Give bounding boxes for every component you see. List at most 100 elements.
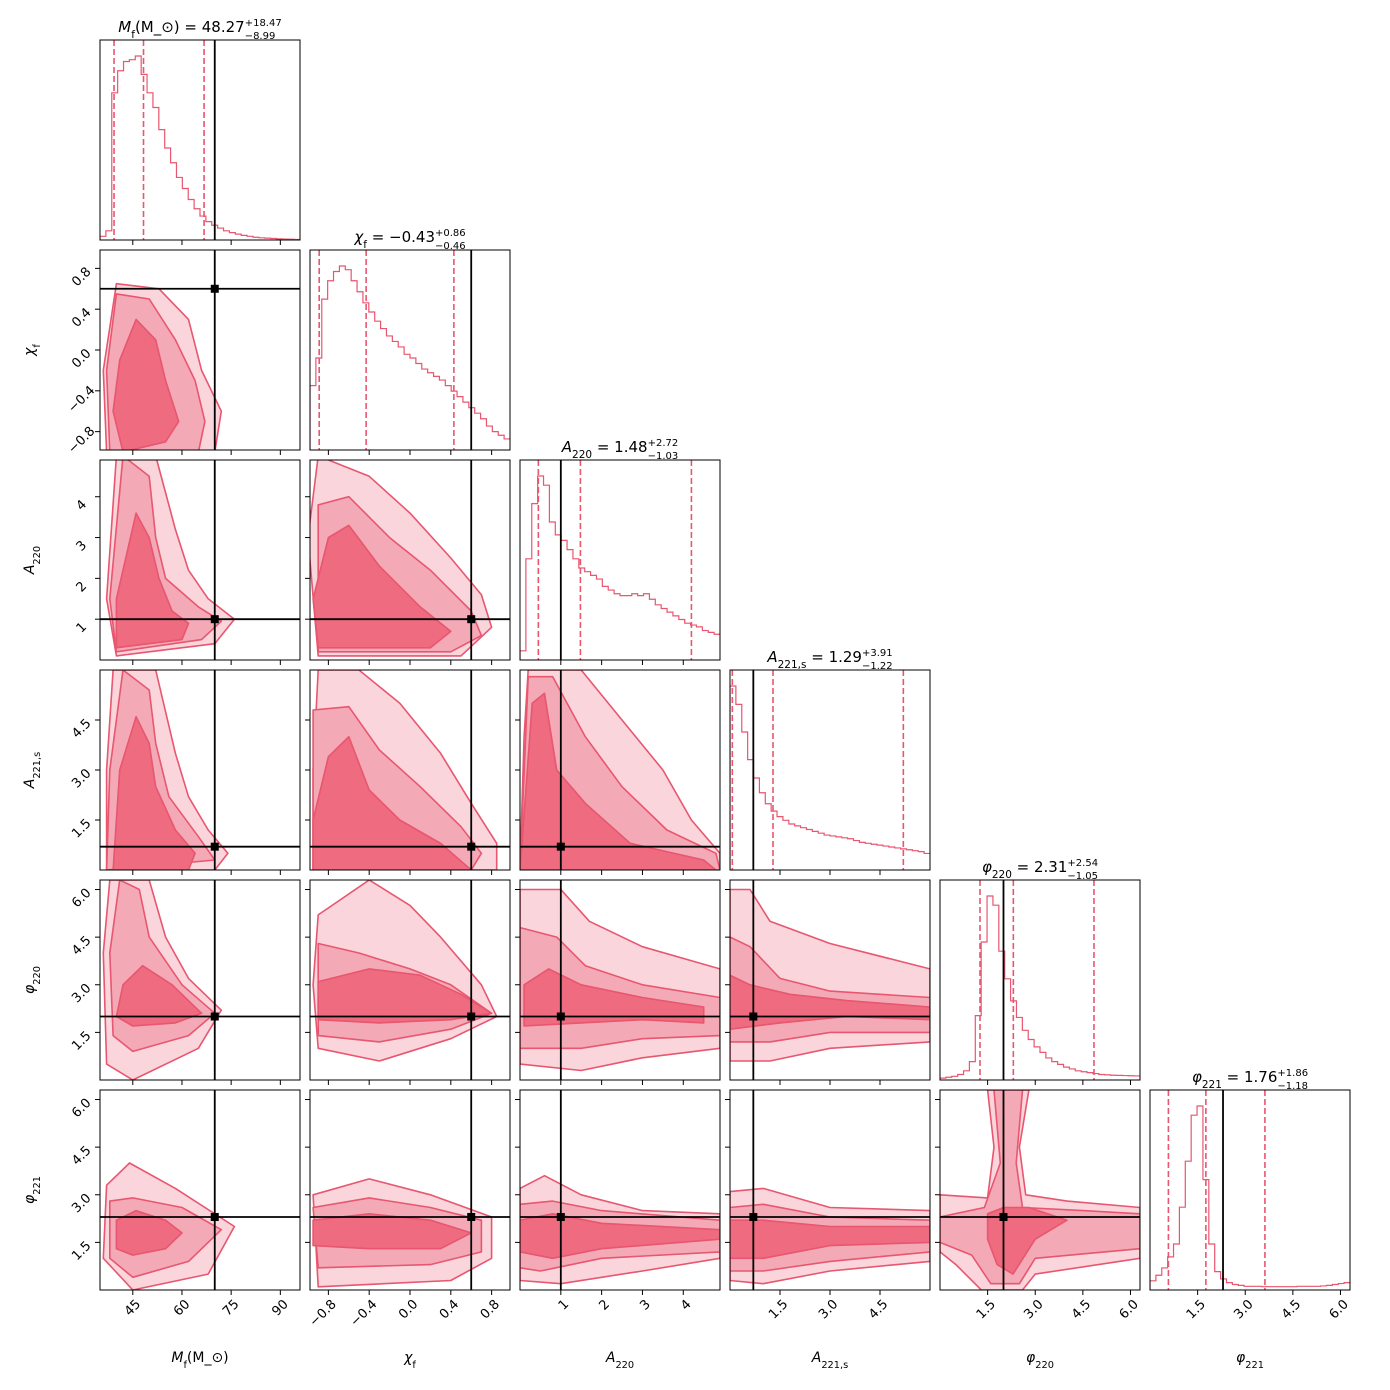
y-axis-label-a220: A220 (22, 546, 43, 575)
contour-inner (115, 512, 190, 649)
panel-a221s-vs-m-f: 1.5 3.0 4.5 (69, 669, 301, 875)
panel-frame (309, 249, 511, 451)
panel-frame (729, 669, 931, 871)
title-err-minus: −8.99 (245, 31, 276, 42)
contour-inner (523, 968, 705, 1027)
truth-marker (749, 1012, 758, 1021)
panel-frame (1149, 1089, 1351, 1291)
histogram-phi220 (940, 895, 1140, 1080)
truth-marker (467, 842, 476, 851)
x-axis-label-phi221: φ221 (1236, 1350, 1264, 1371)
truth-marker (210, 1012, 219, 1021)
contour-inner (520, 692, 717, 870)
panel-a220-vs-chi-f (305, 459, 511, 665)
y-tick-label: −0.4 (65, 383, 98, 416)
x-axis-label-phi220: φ220 (1026, 1350, 1054, 1371)
title-err-minus: −1.03 (648, 451, 679, 462)
truth-marker (210, 615, 219, 624)
panel-frame (99, 459, 301, 661)
x-tick-label: 2 (596, 1297, 612, 1313)
x-tick-label: 0.8 (478, 1297, 503, 1322)
y-tick-label: −0.8 (65, 424, 98, 457)
truth-marker (556, 842, 565, 851)
contour-inner (115, 964, 203, 1027)
contour-inner (317, 968, 493, 1024)
x-tick-label: 60 (171, 1297, 193, 1319)
contour-inner (115, 1209, 183, 1256)
x-tick-label: 6.0 (1327, 1297, 1352, 1322)
y-tick-label: 2 (74, 579, 90, 595)
panel-frame (519, 459, 721, 661)
x-tick-label: 0.0 (396, 1297, 421, 1322)
x-tick-label: 0.4 (437, 1297, 462, 1322)
panel-a220-vs-m-f: 1 2 3 4 (74, 459, 301, 665)
panel-frame (519, 879, 721, 1081)
panel-a221s-vs-chi-f (305, 669, 511, 875)
contour-inner (312, 524, 452, 649)
x-tick-label: 4.5 (1279, 1297, 1304, 1322)
title-err-minus: −0.46 (435, 241, 466, 252)
y-tick-label: 4 (74, 497, 90, 513)
y-tick-label: 4.5 (69, 933, 94, 958)
truth-marker (999, 1212, 1008, 1221)
panel-chi-f-vs-m-f: −0.8 −0.4 0.0 0.4 0.8 (65, 249, 301, 457)
x-tick-label: 1.5 (766, 1297, 791, 1322)
panel-frame (939, 1089, 1141, 1291)
y-tick-label: 3.0 (69, 981, 94, 1006)
panel-phi221-vs-chi-f: −0.8 −0.4 0.0 0.4 0.8 (305, 1089, 511, 1330)
panel-phi220-vs-a220 (515, 879, 721, 1085)
y-tick-label: 1.5 (69, 1239, 94, 1264)
truth-marker (467, 615, 476, 624)
y-tick-label: 0.0 (69, 346, 94, 371)
panel-frame (99, 1089, 301, 1291)
panel-phi220-vs-a221s (725, 879, 931, 1085)
title-err-minus: −1.05 (1067, 871, 1098, 882)
truth-marker (556, 1012, 565, 1021)
x-tick-label: 6.0 (1117, 1297, 1142, 1322)
histogram-a220 (520, 475, 720, 660)
title-a220: A220 = 1.48+2.72 (561, 438, 678, 461)
panel-phi220-vs-phi220 (939, 879, 1141, 1085)
x-axis-label-m-f: Mf(M_⊙) (171, 1350, 228, 1371)
contour-inner (112, 318, 180, 450)
y-tick-label: 6.0 (69, 1096, 94, 1121)
x-tick-label: 1.5 (974, 1297, 999, 1322)
x-tick-label: 4.5 (1069, 1297, 1094, 1322)
title-err-minus: −1.18 (1277, 1081, 1308, 1092)
contour-inner (312, 735, 472, 870)
y-axis-label-phi220: φ220 (22, 966, 43, 994)
panel-a221s-vs-a221s (729, 669, 931, 875)
x-axis-label-a221s: A221,s (811, 1350, 849, 1371)
title-a221s: A221,s = 1.29+3.91 (766, 648, 892, 671)
y-tick-label: 1 (74, 620, 90, 636)
truth-marker (467, 1012, 476, 1021)
panel-a220-vs-a220 (519, 459, 721, 665)
panel-frame (99, 39, 301, 241)
panel-phi221-vs-phi221: 1.5 3.0 4.5 6.0 (1149, 1089, 1352, 1322)
title-m-f: Mf(M_⊙) = 48.27+18.47 (118, 18, 281, 41)
title-phi221: φ221 = 1.76+1.86 (1192, 1068, 1308, 1091)
title-err-minus: −1.22 (862, 661, 893, 672)
panel-phi220-vs-m-f: 1.5 3.0 4.5 6.0 (69, 879, 301, 1085)
panel-frame (99, 879, 301, 1081)
title-phi220: φ220 = 2.31+2.54 (982, 858, 1098, 881)
x-tick-label: −0.8 (307, 1297, 340, 1330)
x-axis-label-chi-f: χf (403, 1350, 416, 1371)
truth-marker (467, 1212, 476, 1221)
panel-phi220-vs-chi-f (305, 879, 511, 1085)
histogram-chi-f (310, 265, 510, 450)
y-axis-label-a221s: A221,s (22, 752, 43, 790)
x-tick-label: 3.0 (1021, 1297, 1046, 1322)
contour-inner (986, 1206, 1068, 1275)
truth-marker (556, 1212, 565, 1221)
x-tick-label: 75 (220, 1297, 242, 1319)
panel-frame (519, 1089, 721, 1291)
histogram-phi221 (1150, 1105, 1350, 1290)
x-tick-label: 4.5 (866, 1297, 891, 1322)
panel-phi221-vs-phi220: 1.5 3.0 4.5 6.0 (935, 1089, 1142, 1322)
y-tick-label: 0.8 (69, 265, 94, 290)
x-tick-label: 3.0 (1231, 1297, 1256, 1322)
contour-middle (109, 880, 216, 1053)
x-tick-label: 3.0 (816, 1297, 841, 1322)
histogram-m-f (100, 55, 300, 240)
